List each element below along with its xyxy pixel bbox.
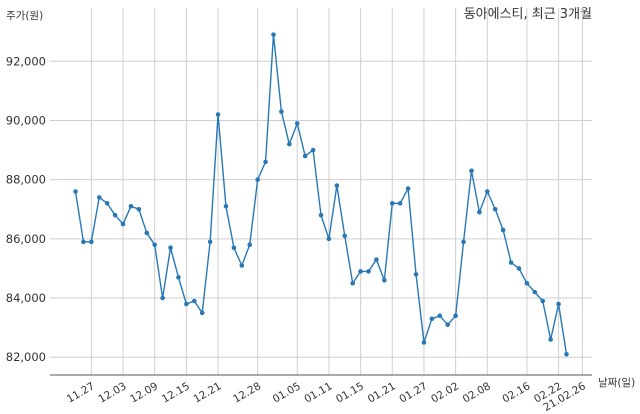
- data-point: [397, 201, 403, 206]
- data-point: [231, 245, 237, 251]
- x-tick-label: 01.11: [302, 380, 334, 405]
- data-point: [215, 112, 221, 117]
- data-point: [271, 32, 276, 37]
- data-point: [374, 257, 379, 262]
- y-tick-labels: 82,000 84,000 86,000 88,000 90,000 92,000: [6, 54, 46, 364]
- data-point: [350, 280, 355, 286]
- data-point: [429, 316, 435, 322]
- data-point: [469, 168, 474, 174]
- x-tick-label: 12.15: [160, 380, 192, 405]
- data-point: [445, 322, 451, 327]
- data-point: [73, 189, 78, 194]
- data-point: [532, 289, 538, 295]
- data-point: [184, 301, 189, 307]
- data-point: [540, 298, 546, 304]
- x-tick-label: 12.21: [192, 380, 224, 405]
- data-point: [128, 203, 134, 209]
- data-point: [81, 239, 86, 245]
- data-point: [334, 183, 340, 188]
- data-point: [556, 301, 561, 307]
- data-point: [318, 212, 324, 218]
- x-tick-label: 12.28: [231, 380, 263, 405]
- data-point: [96, 195, 102, 200]
- data-point: [263, 159, 268, 165]
- data-point: [294, 121, 300, 126]
- data-point: [160, 295, 165, 301]
- data-point: [136, 206, 142, 212]
- data-point: [279, 109, 284, 114]
- data-point: [421, 340, 427, 345]
- data-point: [89, 239, 94, 245]
- y-tick-label: 84,000: [6, 291, 46, 305]
- data-point: [287, 141, 292, 147]
- data-point: [104, 201, 110, 206]
- data-point: [548, 337, 553, 342]
- data-point: [152, 242, 157, 248]
- y-axis-label: 주가(원): [6, 10, 43, 22]
- y-tick-label: 92,000: [6, 54, 46, 68]
- grid-lines: [50, 8, 592, 375]
- data-point: [326, 236, 332, 242]
- data-point: [191, 298, 197, 304]
- x-tick-label: 11.27: [65, 380, 97, 405]
- data-point: [207, 239, 213, 245]
- data-point: [223, 203, 229, 209]
- data-point: [310, 147, 316, 153]
- x-tick-label: 12.09: [128, 380, 160, 405]
- data-point: [564, 351, 569, 357]
- data-point: [500, 227, 506, 233]
- data-point: [120, 221, 126, 227]
- data-point: [239, 263, 245, 268]
- y-tick-label: 90,000: [6, 113, 46, 127]
- data-point: [508, 260, 514, 265]
- data-point: [453, 313, 458, 319]
- data-point: [302, 153, 308, 159]
- data-point: [485, 189, 490, 194]
- chart-title: 동아에스티, 최근 3개월: [464, 7, 592, 22]
- x-tick-label: 02.16: [500, 380, 532, 406]
- data-point: [247, 242, 253, 248]
- data-point: [492, 206, 498, 212]
- data-point: [405, 186, 411, 191]
- x-tick-label: 02.08: [461, 380, 493, 405]
- data-point: [366, 269, 371, 274]
- data-point: [144, 230, 150, 236]
- x-tick-label: 12.03: [96, 380, 128, 405]
- data-point: [168, 245, 173, 251]
- data-point: [255, 177, 260, 182]
- y-tick-label: 86,000: [6, 232, 46, 246]
- x-tick-label: 01.21: [366, 380, 398, 405]
- x-tick-label: 01.27: [397, 380, 429, 405]
- data-point: [437, 313, 443, 319]
- x-tick-label: 01.05: [271, 380, 303, 405]
- data-point: [413, 272, 419, 277]
- data-point: [382, 277, 387, 283]
- data-point: [358, 269, 363, 274]
- y-tick-label: 82,000: [6, 350, 46, 364]
- data-point: [461, 239, 466, 245]
- x-tick-labels: 11.27 12.03 12.09 12.15 12.21 12.28 01.05 01.11…: [65, 380, 588, 414]
- data-point: [342, 233, 348, 239]
- data-point: [112, 212, 118, 218]
- price-line: [74, 33, 568, 355]
- data-point: [477, 209, 482, 215]
- data-point: [389, 201, 395, 206]
- data-point: [199, 310, 205, 316]
- price-series: [73, 32, 569, 357]
- data-point: [176, 275, 181, 280]
- data-point: [524, 280, 530, 286]
- x-tick-label: 01.15: [334, 380, 366, 405]
- y-tick-label: 88,000: [6, 173, 46, 187]
- x-tick-label: 02.02: [429, 380, 461, 405]
- data-point: [516, 266, 522, 271]
- x-axis-label: 날짜(일): [598, 376, 635, 389]
